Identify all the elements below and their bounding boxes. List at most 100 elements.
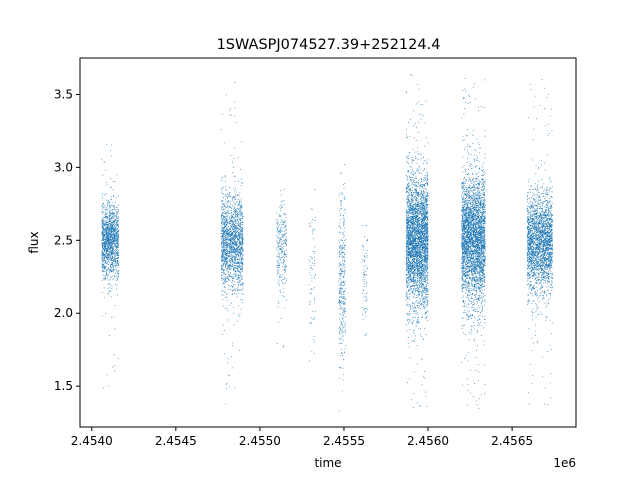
data-point: [229, 231, 231, 233]
data-point: [113, 222, 115, 223]
data-point: [226, 281, 227, 283]
data-point: [283, 261, 285, 262]
data-point: [111, 252, 113, 253]
data-point: [228, 192, 230, 193]
data-point: [112, 248, 114, 250]
data-point: [233, 289, 235, 291]
data-point: [108, 231, 110, 233]
data-point: [420, 226, 422, 228]
data-point: [238, 234, 240, 236]
data-point: [104, 256, 106, 258]
data-point: [418, 245, 419, 247]
data-point: [113, 233, 115, 235]
data-point: [339, 269, 341, 271]
data-point: [117, 221, 119, 222]
data-point: [103, 260, 105, 262]
data-point: [239, 192, 241, 194]
data-point: [229, 251, 231, 253]
data-point: [237, 270, 239, 271]
data-point: [233, 281, 235, 282]
data-point: [223, 223, 225, 225]
data-point: [226, 232, 228, 233]
data-point: [232, 217, 234, 219]
data-point: [229, 223, 231, 224]
data-point: [102, 211, 104, 213]
data-point: [421, 221, 422, 222]
data-point: [237, 223, 239, 225]
data-point: [110, 196, 112, 198]
data-point: [422, 238, 424, 240]
data-point: [112, 256, 114, 258]
data-point: [226, 241, 228, 243]
data-point: [116, 235, 118, 236]
data-point: [239, 315, 240, 317]
data-point: [406, 242, 407, 243]
data-point: [117, 231, 119, 233]
data-point: [415, 237, 417, 239]
data-point: [413, 276, 414, 278]
data-point: [342, 352, 343, 354]
data-point: [365, 334, 367, 336]
data-point: [421, 358, 423, 360]
data-point: [238, 214, 240, 215]
data-point: [106, 230, 108, 231]
data-point: [107, 240, 109, 242]
data-point: [313, 339, 315, 341]
data-point: [229, 304, 231, 306]
data-point: [102, 231, 104, 232]
data-point: [339, 285, 341, 287]
data-point: [231, 356, 233, 358]
data-point: [232, 268, 234, 270]
data-point: [407, 260, 409, 262]
data-point: [116, 270, 118, 272]
data-point: [310, 317, 312, 319]
data-point: [284, 266, 286, 268]
data-point: [424, 278, 426, 280]
data-point: [235, 235, 237, 237]
data-point: [222, 222, 224, 223]
data-point: [229, 243, 231, 245]
data-point: [227, 251, 228, 253]
data-point: [408, 263, 410, 265]
data-point: [117, 220, 119, 221]
data-point: [114, 251, 116, 252]
data-point: [223, 227, 225, 228]
data-point: [110, 250, 112, 252]
data-point: [231, 242, 233, 244]
data-point: [226, 277, 228, 278]
data-point: [419, 233, 421, 235]
data-point: [408, 188, 410, 190]
data-point: [343, 281, 345, 282]
data-point: [113, 259, 115, 261]
data-point: [407, 244, 409, 246]
data-point: [105, 225, 106, 227]
data-point: [230, 243, 231, 245]
data-point: [104, 266, 106, 268]
data-point: [411, 207, 413, 209]
data-point: [237, 241, 238, 243]
data-point: [285, 228, 287, 230]
data-point: [224, 230, 225, 232]
data-point: [102, 224, 104, 226]
data-point: [114, 236, 115, 238]
data-point: [239, 242, 241, 244]
data-point: [105, 234, 107, 236]
data-point: [220, 274, 222, 276]
data-point: [236, 195, 238, 196]
data-point: [107, 256, 108, 258]
data-point: [228, 206, 230, 207]
data-point: [229, 239, 231, 241]
data-point: [237, 231, 239, 232]
data-point: [232, 208, 234, 210]
data-point: [344, 281, 346, 282]
data-point: [106, 217, 108, 219]
data-point: [235, 194, 237, 195]
data-point: [277, 244, 279, 246]
data-point: [225, 222, 227, 223]
data-point: [343, 265, 344, 267]
data-point: [106, 207, 108, 209]
data-point: [340, 329, 341, 331]
data-point: [234, 227, 236, 229]
data-point: [277, 237, 278, 239]
data-point: [285, 256, 287, 257]
